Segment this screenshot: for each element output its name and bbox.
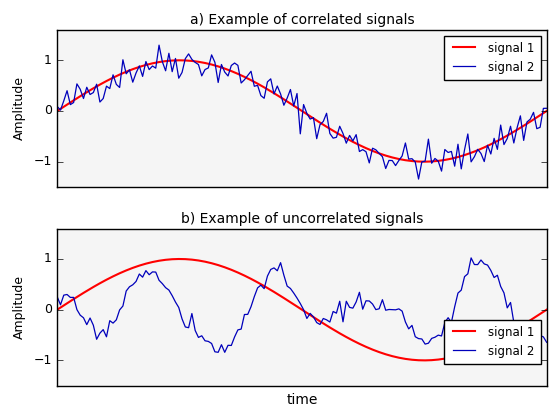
signal 2	[221, 350, 228, 355]
X-axis label: time: time	[286, 393, 318, 407]
signal 1	[543, 108, 550, 113]
signal 1	[333, 130, 340, 135]
Legend: signal 1, signal 2: signal 1, signal 2	[444, 320, 541, 364]
signal 2	[333, 311, 340, 316]
signal 1	[464, 152, 471, 157]
signal 2	[215, 350, 222, 355]
signal 2	[54, 104, 60, 109]
signal 2	[251, 294, 258, 299]
Line: signal 1: signal 1	[57, 259, 547, 360]
signal 2	[395, 306, 402, 311]
signal 1	[175, 257, 182, 262]
signal 2	[415, 176, 422, 181]
Title: a) Example of correlated signals: a) Example of correlated signals	[190, 13, 414, 27]
signal 1	[395, 157, 402, 162]
signal 2	[333, 135, 340, 140]
signal 2	[314, 136, 320, 141]
signal 2	[461, 274, 468, 279]
signal 1	[314, 118, 320, 123]
signal 2	[218, 62, 225, 67]
signal 1	[333, 329, 340, 334]
signal 1	[543, 307, 550, 312]
signal 2	[464, 131, 471, 136]
signal 2	[251, 84, 258, 89]
signal 1	[251, 79, 258, 84]
Line: signal 2: signal 2	[57, 45, 547, 179]
signal 1	[395, 355, 402, 360]
signal 1	[422, 358, 428, 363]
signal 1	[54, 307, 60, 312]
Legend: signal 1, signal 2: signal 1, signal 2	[444, 36, 541, 79]
Line: signal 2: signal 2	[57, 258, 547, 352]
Line: signal 1: signal 1	[57, 60, 547, 162]
signal 2	[54, 294, 60, 299]
signal 2	[543, 106, 550, 111]
signal 1	[218, 264, 225, 269]
Y-axis label: Amplitude: Amplitude	[13, 275, 26, 339]
signal 2	[156, 43, 162, 48]
signal 1	[422, 159, 428, 164]
signal 1	[464, 350, 471, 355]
signal 2	[468, 255, 474, 260]
signal 2	[543, 340, 550, 345]
Y-axis label: Amplitude: Amplitude	[13, 76, 26, 140]
signal 1	[218, 65, 225, 70]
signal 2	[395, 158, 402, 163]
signal 1	[251, 278, 258, 283]
signal 1	[314, 317, 320, 322]
signal 1	[175, 58, 182, 63]
signal 2	[314, 320, 320, 325]
Title: b) Example of uncorrelated signals: b) Example of uncorrelated signals	[181, 212, 423, 226]
signal 1	[54, 108, 60, 113]
